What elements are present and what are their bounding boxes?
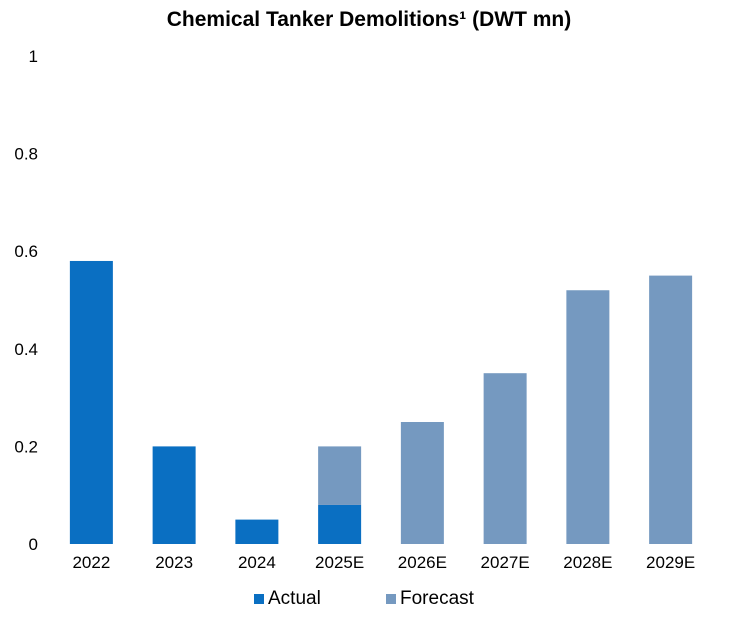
bar-actual-2024 xyxy=(235,519,279,544)
bar-forecast-2029E xyxy=(649,275,693,544)
x-tick-label: 2027E xyxy=(481,553,530,572)
chart-title: Chemical Tanker Demolitions¹ (DWT mn) xyxy=(166,8,572,31)
bar-forecast-2025E xyxy=(318,446,362,505)
y-tick-label: 0.2 xyxy=(14,437,38,456)
x-tick-label: 2028E xyxy=(563,553,612,572)
y-tick-label: 0.6 xyxy=(14,242,38,261)
legend-label-forecast: Forecast xyxy=(400,588,474,609)
x-tick-label: 2026E xyxy=(398,553,447,572)
legend: Actual Forecast xyxy=(0,588,738,612)
y-tick-label: 0.4 xyxy=(14,340,38,359)
bar-forecast-2027E xyxy=(483,373,527,544)
x-tick-label: 2025E xyxy=(315,553,364,572)
bar-actual-2025E xyxy=(318,504,362,544)
bar-forecast-2026E xyxy=(400,422,444,544)
bar-actual-2022 xyxy=(69,260,113,544)
x-tick-label: 2022 xyxy=(72,553,110,572)
y-tick-label: 0 xyxy=(29,535,38,554)
x-tick-label: 2023 xyxy=(155,553,193,572)
legend-label-actual: Actual xyxy=(268,588,321,609)
legend-swatch-actual xyxy=(254,594,264,604)
legend-item-actual: Actual xyxy=(254,588,321,610)
legend-item-forecast: Forecast xyxy=(386,588,474,610)
x-tick-label: 2029E xyxy=(646,553,695,572)
bar-actual-2023 xyxy=(152,446,196,544)
y-tick-label: 0.8 xyxy=(14,145,38,164)
x-tick-label: 2024 xyxy=(238,553,276,572)
bar-forecast-2028E xyxy=(566,290,610,544)
legend-swatch-forecast xyxy=(386,594,396,604)
y-tick-label: 1 xyxy=(29,47,38,66)
